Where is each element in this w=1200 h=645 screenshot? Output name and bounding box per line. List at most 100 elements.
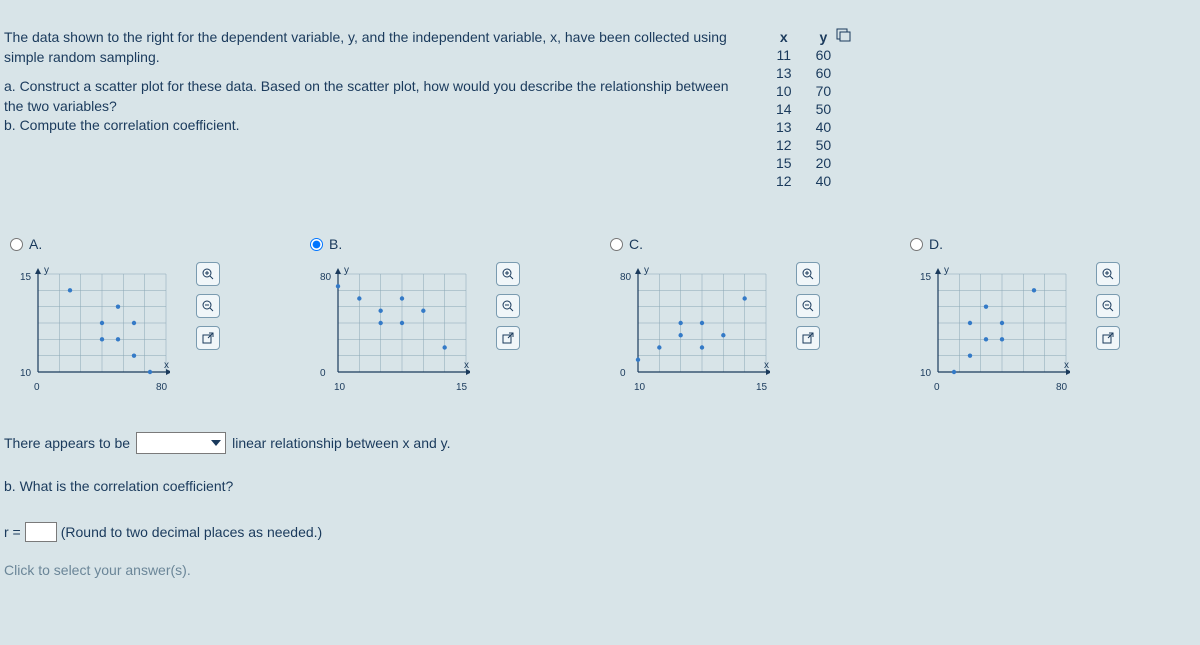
svg-text:15: 15 bbox=[920, 272, 932, 283]
cell-y: 50 bbox=[804, 136, 844, 154]
scatter-chart: y x 15 100 80 bbox=[910, 262, 1070, 392]
option-a: A.yx1510080 bbox=[10, 236, 290, 398]
r-hint: (Round to two decimal places as needed.) bbox=[61, 524, 322, 540]
chart-tools bbox=[1096, 262, 1120, 350]
svg-text:0: 0 bbox=[320, 368, 326, 379]
option-letter: A. bbox=[29, 236, 42, 252]
zoom-out-icon[interactable] bbox=[1096, 294, 1120, 318]
r-answer-row: r = (Round to two decimal places as need… bbox=[4, 522, 322, 542]
zoom-out-icon[interactable] bbox=[496, 294, 520, 318]
cell-x: 13 bbox=[764, 64, 804, 82]
cell-y: 50 bbox=[804, 100, 844, 118]
cell-x: 12 bbox=[764, 136, 804, 154]
svg-text:80: 80 bbox=[620, 272, 632, 283]
table-row: 1250 bbox=[764, 136, 843, 154]
svg-text:y: y bbox=[644, 265, 649, 276]
svg-text:80: 80 bbox=[320, 272, 332, 283]
r-label: r = bbox=[4, 524, 21, 540]
cell-y: 40 bbox=[804, 172, 844, 190]
zoom-in-icon[interactable] bbox=[496, 262, 520, 286]
relationship-dropdown[interactable] bbox=[136, 432, 226, 454]
option-label[interactable]: B. bbox=[310, 236, 590, 252]
svg-text:0: 0 bbox=[934, 382, 940, 392]
zoom-out-icon[interactable] bbox=[196, 294, 220, 318]
svg-text:10: 10 bbox=[920, 368, 932, 379]
svg-text:80: 80 bbox=[1056, 382, 1068, 392]
chart-tools bbox=[196, 262, 220, 350]
part-a-text: a. Construct a scatter plot for these da… bbox=[4, 77, 744, 116]
part-b-question: b. What is the correlation coefficient? bbox=[4, 478, 233, 494]
option-letter: C. bbox=[629, 236, 643, 252]
table-row: 1520 bbox=[764, 154, 843, 172]
option-label[interactable]: D. bbox=[910, 236, 1190, 252]
chart-wrap: y x 15 100 80 bbox=[910, 258, 1170, 398]
option-radio[interactable] bbox=[310, 238, 323, 251]
option-d: D. y x 15 100 80 bbox=[910, 236, 1190, 398]
cell-x: 11 bbox=[764, 46, 804, 64]
intro-line: The data shown to the right for the depe… bbox=[4, 28, 744, 67]
cell-x: 15 bbox=[764, 154, 804, 172]
popout-icon[interactable] bbox=[496, 326, 520, 350]
svg-text:y: y bbox=[944, 265, 949, 276]
option-radio[interactable] bbox=[910, 238, 923, 251]
svg-text:80: 80 bbox=[156, 382, 168, 392]
cell-x: 10 bbox=[764, 82, 804, 100]
part-b-compute: b. Compute the correlation coefficient. bbox=[4, 116, 744, 136]
copy-icon[interactable] bbox=[836, 28, 852, 45]
svg-text:15: 15 bbox=[456, 382, 468, 392]
cell-x: 12 bbox=[764, 172, 804, 190]
relationship-row: There appears to be linear relationship … bbox=[4, 432, 451, 454]
table-row: 1360 bbox=[764, 64, 843, 82]
cell-y: 70 bbox=[804, 82, 844, 100]
cell-y: 60 bbox=[804, 46, 844, 64]
svg-text:15: 15 bbox=[756, 382, 768, 392]
option-label[interactable]: A. bbox=[10, 236, 290, 252]
option-radio[interactable] bbox=[610, 238, 623, 251]
svg-text:x: x bbox=[1064, 360, 1069, 371]
table-row: 1450 bbox=[764, 100, 843, 118]
chart-wrap: yx1510080 bbox=[10, 258, 270, 398]
scatter-chart: yx8001015 bbox=[310, 262, 470, 392]
zoom-in-icon[interactable] bbox=[196, 262, 220, 286]
zoom-in-icon[interactable] bbox=[1096, 262, 1120, 286]
svg-text:x: x bbox=[164, 360, 169, 371]
chevron-down-icon bbox=[211, 438, 221, 448]
cell-y: 60 bbox=[804, 64, 844, 82]
option-letter: D. bbox=[929, 236, 943, 252]
col-x-header: x bbox=[764, 28, 804, 46]
table-row: 1160 bbox=[764, 46, 843, 64]
table-row: 1070 bbox=[764, 82, 843, 100]
svg-text:x: x bbox=[764, 360, 769, 371]
popout-icon[interactable] bbox=[196, 326, 220, 350]
svg-text:y: y bbox=[44, 265, 49, 276]
scatter-chart: yx8001015 bbox=[610, 262, 770, 392]
after-dropdown: linear relationship between x and y. bbox=[232, 435, 450, 451]
cell-y: 40 bbox=[804, 118, 844, 136]
option-letter: B. bbox=[329, 236, 342, 252]
options-row: A.yx1510080B.yx8001015C.yx8001015D.yx151… bbox=[0, 236, 1200, 398]
before-dropdown: There appears to be bbox=[4, 435, 130, 451]
option-b: B.yx8001015 bbox=[310, 236, 590, 398]
table-row: 1340 bbox=[764, 118, 843, 136]
svg-text:15: 15 bbox=[20, 272, 32, 283]
r-input[interactable] bbox=[25, 522, 57, 542]
chart-tools bbox=[496, 262, 520, 350]
cell-x: 13 bbox=[764, 118, 804, 136]
problem-text: The data shown to the right for the depe… bbox=[4, 28, 744, 136]
popout-icon[interactable] bbox=[1096, 326, 1120, 350]
chart-wrap: yx8001015 bbox=[310, 258, 570, 398]
cell-y: 20 bbox=[804, 154, 844, 172]
svg-text:0: 0 bbox=[620, 368, 626, 379]
table-row: 1240 bbox=[764, 172, 843, 190]
option-c: C.yx8001015 bbox=[610, 236, 890, 398]
zoom-in-icon[interactable] bbox=[796, 262, 820, 286]
data-table: x y 11601360107014501340125015201240 bbox=[764, 28, 843, 190]
svg-text:10: 10 bbox=[334, 382, 346, 392]
zoom-out-icon[interactable] bbox=[796, 294, 820, 318]
svg-text:10: 10 bbox=[20, 368, 32, 379]
option-radio[interactable] bbox=[10, 238, 23, 251]
chart-wrap: yx8001015 bbox=[610, 258, 870, 398]
popout-icon[interactable] bbox=[796, 326, 820, 350]
option-label[interactable]: C. bbox=[610, 236, 890, 252]
svg-text:x: x bbox=[464, 360, 469, 371]
